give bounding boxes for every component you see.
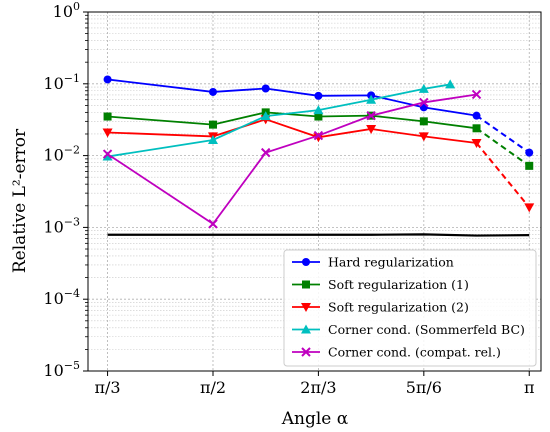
- reference-line-layer: [107, 233, 530, 237]
- x-tick-label: 5π/6: [406, 378, 442, 397]
- legend-entry: Soft regularization (2): [292, 300, 469, 315]
- data-point: [419, 117, 428, 126]
- legend-marker: [302, 280, 310, 289]
- series-extension-line: [475, 114, 530, 154]
- data-point: [525, 148, 534, 157]
- x-tick-label: π: [524, 378, 535, 397]
- y-tick-label: 10−1: [43, 72, 80, 93]
- x-tick-label: π/2: [200, 378, 226, 397]
- data-point: [260, 147, 271, 158]
- data-point: [260, 111, 271, 121]
- plot-frame: [87, 11, 542, 372]
- legend-marker: [301, 324, 311, 334]
- x-tick-label: 2π/3: [300, 378, 336, 397]
- data-point: [472, 111, 481, 120]
- data-point: [207, 134, 218, 144]
- series-extension-line: [475, 127, 530, 167]
- data-point: [445, 79, 456, 89]
- series-layer: [102, 75, 535, 229]
- data-point: [208, 219, 218, 229]
- series-4: [102, 79, 456, 161]
- legend-label: Hard regularization: [328, 255, 454, 270]
- data-point: [366, 94, 377, 104]
- data-point: [261, 84, 270, 93]
- legend-marker: [302, 258, 310, 266]
- series-extension-line: [475, 142, 531, 209]
- data-point: [102, 128, 113, 138]
- data-point: [314, 112, 323, 121]
- legend-entry: Corner cond. (Sommerfeld BC): [292, 322, 525, 337]
- y-tick-label: 10−2: [43, 144, 80, 165]
- data-point: [103, 75, 112, 84]
- data-point: [366, 110, 376, 121]
- axes-frame: [87, 11, 542, 372]
- data-point: [208, 120, 217, 129]
- legend-marker: [301, 347, 311, 357]
- data-point: [208, 87, 217, 96]
- y-axis-label: Relative L²-error: [10, 128, 30, 273]
- x-axis-label: Angle α: [281, 409, 349, 429]
- tick-layer: 100 10−1 10−2 10−3 10−4 10−5 π/3 π/2 2π/3 5π/6 π: [43, 0, 534, 397]
- series-5: [102, 89, 482, 229]
- data-point: [419, 97, 429, 108]
- legend-label: Corner cond. (Sommerfeld BC): [328, 322, 525, 337]
- legend-box: [283, 249, 537, 367]
- data-point: [366, 124, 377, 134]
- reference-line: [107, 233, 530, 237]
- data-point: [471, 138, 482, 148]
- data-point: [418, 83, 429, 93]
- data-point: [102, 151, 113, 161]
- data-point: [313, 130, 324, 141]
- data-point: [103, 112, 112, 121]
- y-tick-label: 10−4: [43, 287, 80, 308]
- legend-label: Soft regularization (2): [328, 300, 469, 315]
- series-2: [103, 108, 534, 170]
- data-point: [418, 132, 429, 142]
- data-point: [471, 89, 482, 100]
- data-point: [525, 161, 534, 170]
- y-tick-label: 10−3: [43, 215, 80, 236]
- legend-label: Corner cond. (compat. rel.): [328, 345, 501, 360]
- data-point: [313, 105, 324, 115]
- legend: Hard regularization Soft regularization (…: [283, 249, 537, 367]
- data-point: [314, 91, 323, 100]
- data-point: [472, 124, 481, 133]
- legend-entry: Corner cond. (compat. rel.): [292, 345, 501, 360]
- data-point: [524, 203, 535, 213]
- legend-entry: Soft regularization (1): [292, 277, 469, 292]
- x-tick-label: π/3: [95, 378, 121, 397]
- series-1: [103, 75, 534, 157]
- data-point: [102, 149, 113, 159]
- y-tick-label: 100: [53, 0, 80, 21]
- y-tick-label: 10−5: [43, 359, 80, 380]
- legend-label: Soft regularization (1): [328, 277, 469, 292]
- legend-entry: Hard regularization: [292, 255, 454, 270]
- legend-marker: [301, 303, 311, 312]
